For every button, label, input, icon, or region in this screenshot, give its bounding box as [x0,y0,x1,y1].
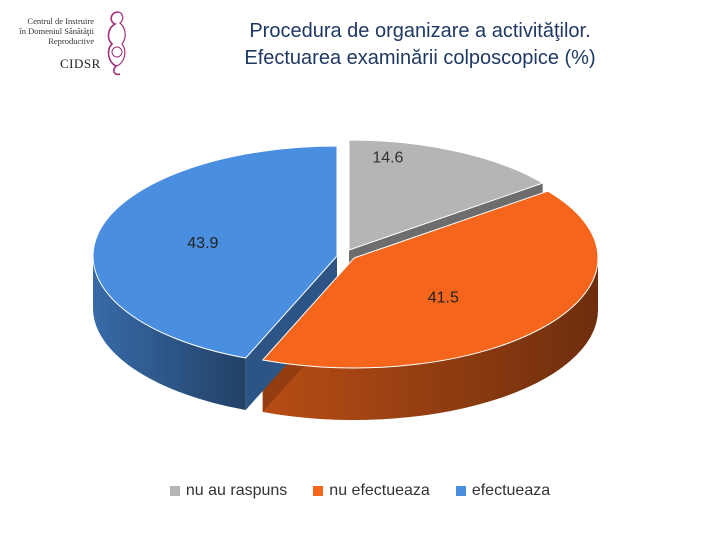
pie-chart: 14.6 41.5 43.9 [92,139,599,421]
pie-slice-side [262,258,598,421]
legend-item: nu efectueaza [313,482,430,500]
logo-line: Centrul de Instruire [27,16,94,26]
pie-slice-side [92,256,246,411]
data-label: 41.5 [428,290,459,307]
data-label: 14.6 [372,150,403,167]
data-label: 43.9 [187,235,218,252]
legend-label: nu efectueaza [329,482,430,499]
chart-title: Procedura de organizare a activităţilor.… [160,18,680,72]
pie-slice-nu-au-raspuns [348,139,544,251]
title-line-2: Efectuarea examinării colposcopice (%) [244,47,596,69]
legend-swatch [169,486,180,496]
pie-slice-nu-efectueaza [261,190,599,369]
legend-label: efectueaza [471,482,551,499]
logo-abbreviation: CIDSR [60,56,101,71]
logo-text: Centrul de Instruire în Domeniul Sănătăţ… [14,16,94,46]
cidsr-logo: Centrul de Instruire în Domeniul Sănătăţ… [8,6,138,78]
legend-label: nu au raspuns [185,482,288,499]
legend: nu au raspuns nu efectueaza efectueaza [0,482,720,500]
legend-swatch [455,486,466,496]
legend-item: nu au raspuns [169,482,288,500]
legend-item: efectueaza [455,482,551,500]
pie-slice-efectueaza [92,145,338,359]
pie-label-layer: 14.6 41.5 43.9 [187,150,459,307]
title-line-1: Procedura de organizare a activităţilor. [249,20,591,42]
logo-line: în Domeniul Sănătăţii [19,26,94,36]
logo-line: Reproductive [48,36,94,46]
mother-figure-icon [107,11,126,76]
pie-top-layer [92,139,599,369]
legend-swatch [313,486,324,496]
